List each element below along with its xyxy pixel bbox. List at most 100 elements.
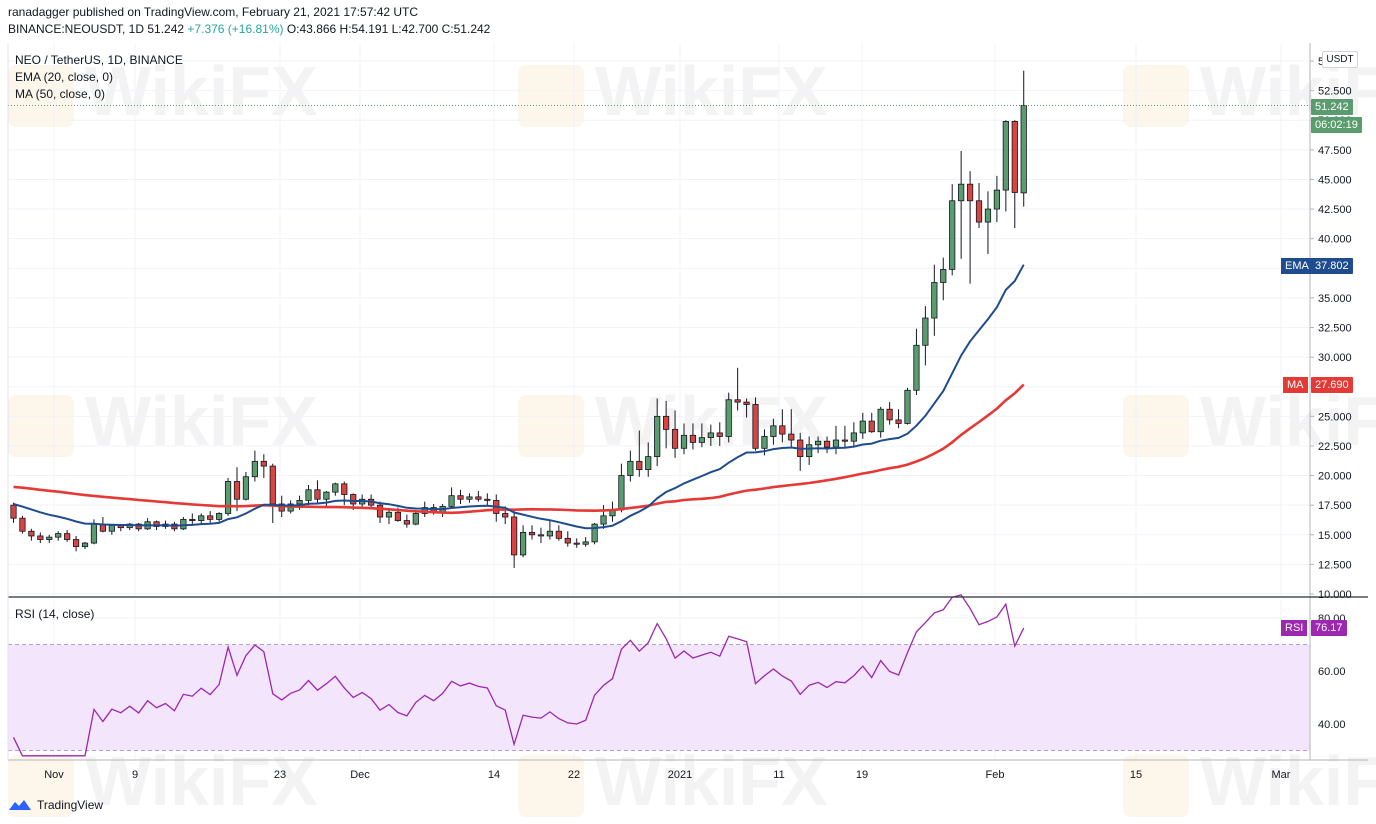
candle-body: [698, 437, 705, 443]
candle-body: [555, 530, 562, 539]
time-tick-label: 23: [274, 769, 286, 781]
candle-body: [242, 476, 250, 500]
published-line: ranadagger published on TradingView.com,…: [8, 5, 419, 19]
time-tick-label: Dec: [350, 769, 370, 781]
candle-body: [448, 495, 455, 507]
candle-body: [680, 434, 688, 449]
legend-ema: EMA (20, close, 0): [15, 70, 114, 84]
ema-20-line: [13, 264, 1025, 530]
symbol-name: BINANCE:NEOUSDT, 1D: [8, 22, 145, 36]
candle-body: [859, 420, 866, 434]
candle-body: [457, 495, 464, 500]
price-tick-label: 52.500: [1318, 86, 1352, 98]
candle-body: [752, 404, 759, 449]
watermark-badge: [518, 65, 584, 127]
last-price-tag: 51.242: [1311, 99, 1353, 115]
candle-body: [180, 518, 187, 530]
candle-body: [868, 420, 875, 433]
candle-body: [466, 496, 473, 500]
candle-body: [55, 533, 62, 538]
ma-tag-value: 27.690: [1311, 377, 1353, 393]
candle-body: [984, 208, 992, 223]
candle-body: [931, 282, 938, 319]
candle-body: [224, 481, 232, 514]
candle-body: [841, 439, 849, 442]
candle-body: [779, 425, 786, 435]
candle-body: [153, 521, 160, 527]
watermark-badge: [1123, 395, 1189, 457]
watermark-badge: [8, 65, 74, 127]
price-tick-label: 45.000: [1318, 174, 1352, 186]
candle-body: [135, 523, 142, 530]
candle-body: [475, 496, 482, 500]
watermark-badge: [1123, 65, 1189, 127]
price-tick-label: 10.000: [1318, 589, 1352, 601]
time-tick-label: 19: [856, 769, 868, 781]
candle-body: [332, 483, 339, 493]
candle-body: [949, 200, 956, 270]
candle-body: [582, 541, 589, 545]
currency-unit-badge[interactable]: USDT: [1322, 51, 1358, 68]
price-tick-label: 40.000: [1318, 234, 1352, 246]
candle-body: [412, 513, 419, 525]
candle-body: [1011, 121, 1018, 193]
time-tick-label: 11: [773, 769, 784, 781]
candle-body: [296, 500, 303, 505]
candle-body: [922, 317, 929, 346]
candle-body: [403, 520, 410, 525]
time-tick-label: 22: [568, 769, 580, 781]
candle-body: [502, 513, 509, 518]
candle-body: [823, 440, 831, 448]
candle-body: [904, 389, 911, 424]
candle-body: [627, 460, 634, 476]
price-tick-label: 47.500: [1318, 145, 1352, 157]
legend-pair: NEO / TetherUS, 1D, BINANCE: [15, 53, 183, 67]
rsi-band-fill: [8, 644, 1310, 751]
time-tick-label: Nov: [44, 769, 64, 781]
candle-body: [743, 401, 750, 405]
rsi-overbought-band: [8, 644, 1310, 751]
price-tick-label: 42.500: [1318, 204, 1352, 216]
candle-body: [251, 460, 258, 478]
candle-body: [260, 460, 267, 467]
candle-body: [636, 460, 643, 471]
candle-body: [519, 532, 527, 556]
candle-body: [10, 504, 17, 519]
time-tick-label: 9: [132, 769, 138, 781]
watermark-badge: [8, 395, 74, 457]
candle-body: [940, 269, 947, 283]
tradingview-brand-text: TradingView: [37, 798, 104, 812]
candle-body: [966, 183, 974, 202]
candle-body: [654, 415, 661, 458]
candle-body: [511, 516, 518, 556]
watermark-badge: [518, 395, 584, 457]
candle-body: [341, 483, 348, 495]
ema-tag-label: EMA: [1281, 258, 1313, 274]
candles-layer: [10, 70, 1027, 568]
candle-body: [64, 533, 71, 540]
candle-body: [216, 513, 223, 520]
countdown-tag: 06:02:19: [1311, 117, 1362, 133]
ma-tag-label: MA: [1283, 377, 1308, 393]
candle-body: [832, 439, 840, 448]
legend-rsi: RSI (14, close): [15, 607, 95, 621]
candle-body: [207, 515, 214, 520]
candle-body: [993, 189, 1001, 210]
candle-body: [189, 518, 196, 521]
candle-body: [573, 542, 580, 545]
tradingview-footer[interactable]: TradingView: [8, 798, 103, 812]
candle-body: [269, 465, 276, 505]
candle-body: [850, 432, 857, 442]
watermark-text: WikiFX: [1200, 742, 1376, 820]
indicator-lines: [8, 105, 1310, 757]
watermark-badge: [1123, 755, 1189, 817]
candle-body: [46, 536, 53, 540]
candle-body: [770, 425, 777, 437]
candle-body: [278, 503, 285, 512]
ma-50-line: [13, 383, 1025, 515]
watermark-text: WikiFX: [85, 382, 318, 460]
watermark-text: WikiFX: [85, 742, 318, 820]
candle-body: [788, 433, 795, 441]
candle-body: [734, 399, 741, 403]
